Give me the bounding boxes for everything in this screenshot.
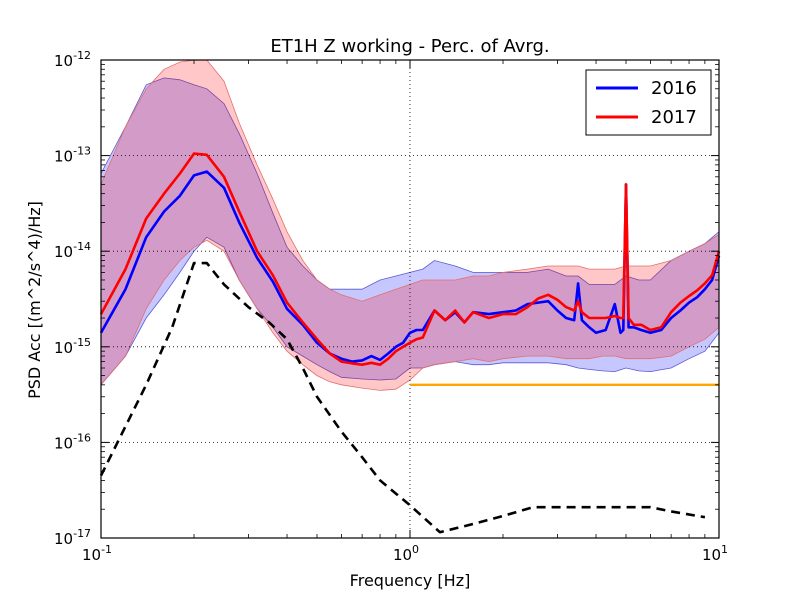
y-axis-label: PSD Acc [(m^2/s^4)/Hz] (25, 201, 44, 399)
legend-label-2017: 2017 (651, 107, 697, 128)
series-lines (99, 152, 721, 534)
x-axis-label: Frequency [Hz] (350, 571, 471, 590)
legend-label-2016: 2016 (651, 78, 697, 99)
model-dashed-line (99, 261, 706, 534)
legend-box (585, 69, 712, 136)
grid-lines (101, 60, 719, 538)
series-line-2017 (99, 152, 721, 366)
legend: 2016 2017 (585, 69, 712, 136)
chart-title: ET1H Z working - Perc. of Avrg. (270, 36, 549, 57)
